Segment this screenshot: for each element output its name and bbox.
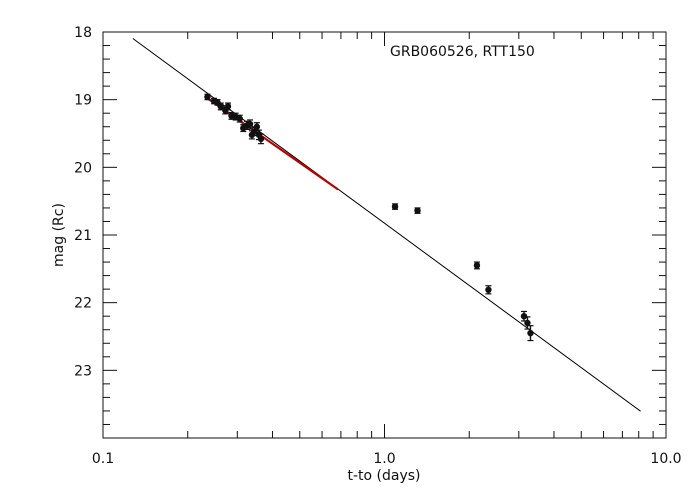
data-point [224, 103, 232, 110]
x-ticks [102, 32, 667, 438]
data-point [204, 93, 211, 101]
data-point [236, 115, 243, 122]
y-tick-label: 18 [74, 25, 92, 41]
data-point [473, 262, 481, 269]
x-tick-label: 10.0 [650, 451, 681, 467]
data-point [257, 135, 265, 143]
data-points [204, 93, 534, 342]
y-tick-label: 21 [74, 228, 92, 244]
x-tick-label: 1.0 [373, 451, 395, 467]
data-point [485, 286, 492, 294]
y-tick-labels: 18 19 20 21 22 23 [74, 25, 92, 379]
chart-annotation: GRB060526, RTT150 [390, 44, 535, 60]
data-point [253, 123, 261, 130]
y-tick-label: 23 [74, 363, 92, 379]
early-fit-line [206, 97, 339, 191]
data-point [217, 103, 224, 110]
data-point [246, 120, 254, 128]
y-axis-title: mag (Rc) [51, 203, 67, 267]
x-tick-label: 0.1 [92, 451, 114, 467]
data-point [520, 313, 528, 320]
data-point [391, 203, 399, 210]
data-point [527, 329, 534, 337]
x-axis-title: t-to (days) [347, 468, 420, 484]
x-tick-labels: 0.1 1.0 10.0 [92, 451, 682, 467]
y-tick-label: 20 [74, 160, 92, 176]
y-tick-label: 22 [74, 296, 92, 312]
y-tick-label: 19 [74, 93, 92, 109]
data-point [414, 207, 421, 214]
data-point [524, 319, 531, 327]
y-ticks [103, 31, 666, 425]
